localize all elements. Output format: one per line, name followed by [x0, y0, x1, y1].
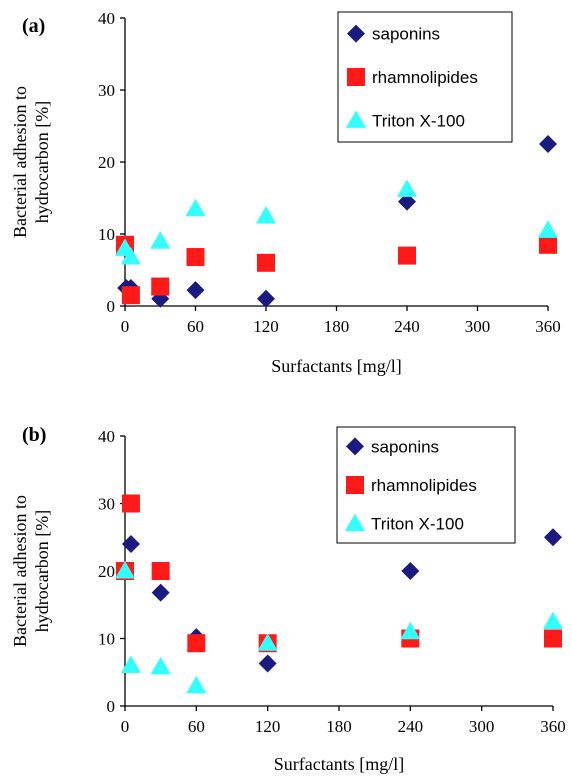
data-point-triangle	[186, 675, 207, 694]
series-rhamnolipides	[116, 235, 557, 305]
data-point-square	[539, 235, 557, 254]
data-point-diamond	[186, 281, 205, 300]
x-tick-label: 120	[255, 717, 281, 736]
y-axis-title-line: Bacterial adhesion to	[10, 86, 30, 238]
data-point-square	[151, 562, 170, 580]
data-point-diamond	[544, 528, 562, 547]
series-triton-x-100	[115, 179, 558, 265]
x-tick-label: 60	[187, 317, 204, 336]
data-point-diamond	[258, 654, 277, 673]
data-point-square	[187, 634, 206, 653]
legend-marker-diamond	[346, 437, 364, 456]
data-point-square	[257, 253, 275, 272]
data-point-square	[186, 248, 205, 267]
data-point-triangle	[538, 220, 558, 238]
y-axis-title-line: hydrocarbon [%]	[32, 510, 52, 632]
y-axis-title-line: Bacterial adhesion to	[10, 495, 30, 647]
y-tick-label: 30	[98, 81, 115, 100]
x-tick-label: 120	[253, 317, 279, 336]
legend-label: saponins	[371, 437, 439, 456]
x-tick-label: 0	[121, 717, 130, 736]
data-point-triangle	[256, 206, 276, 224]
data-point-triangle	[397, 179, 417, 197]
data-point-triangle	[543, 611, 563, 630]
data-point-triangle	[150, 656, 171, 675]
y-tick-label: 20	[98, 153, 115, 172]
chart-panel-b: (b) 0 10 20 30 40 0 60 120 180 240 300 360 Surfactant…	[10, 424, 566, 774]
data-point-triangle	[400, 621, 421, 640]
data-point-square	[121, 286, 140, 305]
data-point-diamond	[398, 192, 416, 211]
data-point-square	[398, 246, 416, 265]
chart-panel-a: (a) 0 10 20 30 40 0 60 120 180 240 300 360 Surfactant…	[10, 9, 561, 376]
data-point-triangle	[120, 247, 141, 265]
legend-box	[337, 11, 513, 143]
data-point-square	[544, 629, 562, 648]
x-tick-label: 60	[188, 717, 205, 736]
legend-label: Triton X-100	[372, 111, 465, 130]
legend-marker-triangle	[345, 513, 365, 532]
x-tick-label: 0	[121, 317, 130, 336]
x-tick-label: 300	[469, 717, 495, 736]
y-tick-label: 10	[98, 630, 115, 649]
x-tick-label: 360	[540, 717, 566, 736]
y-tick-label: 30	[98, 495, 115, 514]
panel-label: (a)	[22, 15, 45, 37]
x-tick-label: 300	[465, 317, 491, 336]
data-point-square	[151, 277, 170, 296]
panel-label: (b)	[22, 424, 46, 446]
legend-label: rhamnolipides	[371, 476, 477, 495]
data-point-square	[121, 494, 140, 513]
legend: saponins rhamnolipides Triton X-100	[337, 11, 513, 143]
data-point-diamond	[539, 135, 557, 153]
data-point-triangle	[185, 198, 206, 217]
legend: saponins rhamnolipides Triton X-100	[336, 426, 516, 544]
legend-label: rhamnolipides	[372, 68, 478, 87]
legend-marker-diamond	[347, 24, 365, 43]
data-point-triangle	[257, 633, 278, 651]
legend-marker-triangle	[346, 110, 366, 128]
legend-box	[336, 426, 516, 544]
y-tick-label: 40	[98, 9, 115, 28]
y-tick-label: 20	[98, 562, 115, 581]
data-point-triangle	[150, 231, 171, 249]
x-axis-title: Surfactants [mg/l]	[271, 356, 401, 376]
data-point-triangle	[115, 561, 135, 579]
x-tick-label: 180	[326, 717, 352, 736]
x-tick-label: 240	[398, 717, 424, 736]
data-point-diamond	[401, 562, 420, 580]
legend-label: Triton X-100	[371, 515, 464, 534]
legend-label: saponins	[372, 25, 440, 44]
y-tick-label: 0	[107, 297, 116, 316]
data-point-diamond	[121, 535, 140, 553]
legend-marker-square	[346, 476, 364, 494]
x-axis-title: Surfactants [mg/l]	[274, 754, 404, 774]
data-point-triangle	[120, 655, 141, 673]
data-point-diamond	[151, 583, 170, 602]
series-triton-x-100	[115, 561, 563, 694]
series-saponins	[117, 135, 557, 308]
x-tick-label: 240	[394, 317, 420, 336]
series-saponins	[116, 528, 562, 673]
x-tick-label: 180	[324, 317, 350, 336]
y-tick-label: 0	[107, 697, 116, 716]
x-tick-label: 360	[535, 317, 561, 336]
y-axis-title-line: hydrocarbon [%]	[32, 101, 52, 223]
data-point-diamond	[257, 289, 275, 308]
legend-marker-square	[347, 68, 365, 86]
y-tick-label: 40	[98, 427, 115, 446]
y-tick-label: 10	[98, 225, 115, 244]
